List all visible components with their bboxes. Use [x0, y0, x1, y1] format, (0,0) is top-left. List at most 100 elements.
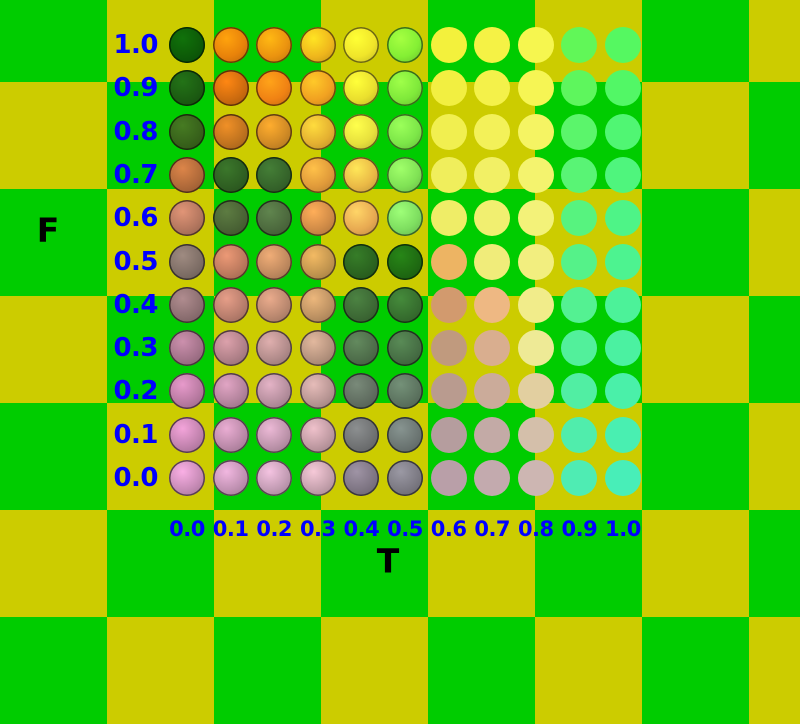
checker-cell	[107, 510, 214, 617]
scatter-marker	[387, 330, 423, 367]
checker-cell	[642, 0, 749, 82]
scatter-marker	[517, 460, 554, 496]
scatter-marker	[212, 156, 249, 193]
y-tick-label: 0.0	[113, 463, 158, 493]
scatter-marker	[387, 113, 423, 150]
scatter-marker	[169, 156, 205, 193]
scatter-marker	[517, 156, 554, 193]
scatter-marker	[343, 330, 380, 367]
scatter-marker	[387, 460, 423, 496]
y-tick-label: 0.3	[113, 333, 158, 364]
scatter-marker	[343, 460, 380, 496]
checker-cell	[535, 510, 642, 617]
scatter-marker	[517, 113, 554, 150]
checker-cell	[0, 0, 107, 82]
scatter-marker	[561, 373, 598, 410]
scatter-marker	[430, 27, 467, 63]
scatter-marker	[343, 27, 380, 63]
x-tick-label: 0.6	[430, 517, 467, 541]
checker-cell	[642, 403, 749, 510]
checker-cell	[428, 617, 535, 724]
scatter-marker	[561, 27, 598, 63]
scatter-marker	[605, 200, 641, 237]
scatter-marker	[256, 330, 293, 367]
scatter-marker	[256, 373, 293, 410]
checker-cell	[749, 82, 800, 189]
scatter-marker	[430, 460, 467, 496]
scatter-marker	[212, 330, 249, 367]
checker-cell	[642, 82, 749, 189]
scatter-marker	[561, 416, 598, 453]
y-tick-label: 0.6	[113, 203, 158, 234]
scatter-marker	[343, 416, 380, 453]
scatter-marker	[474, 243, 511, 280]
scatter-marker	[517, 70, 554, 107]
checker-cell	[214, 617, 321, 724]
checker-cell	[0, 617, 107, 724]
scatter-marker	[605, 373, 641, 410]
scatter-marker	[256, 286, 293, 323]
scatter-marker	[474, 70, 511, 107]
scatter-marker	[387, 156, 423, 193]
scatter-marker	[212, 373, 249, 410]
x-tick-label: 0.0	[169, 517, 205, 541]
x-tick-label: 0.8	[517, 517, 554, 541]
scatter-marker	[299, 113, 336, 150]
x-axis-title: T	[376, 541, 400, 581]
checker-cell	[535, 617, 642, 724]
x-tick-label: 0.7	[474, 517, 511, 541]
y-tick-label: 1.0	[113, 30, 158, 60]
checker-cell	[321, 510, 428, 617]
scatter-marker	[517, 200, 554, 237]
scatter-marker	[430, 70, 467, 107]
scatter-marker	[605, 70, 641, 107]
scatter-marker	[517, 27, 554, 63]
scatter-marker	[474, 330, 511, 367]
scatter-marker	[299, 416, 336, 453]
scatter-marker	[299, 330, 336, 367]
scatter-marker	[169, 416, 205, 453]
y-tick-label: 0.5	[113, 246, 158, 277]
checker-cell	[642, 296, 749, 403]
checker-cell	[749, 403, 800, 510]
scatter-marker	[474, 373, 511, 410]
scatter-marker	[169, 286, 205, 323]
checker-cell	[428, 510, 535, 617]
scatter-marker	[212, 113, 249, 150]
scatter-marker	[169, 27, 205, 63]
y-tick-label: 0.4	[113, 289, 158, 320]
scatter-marker	[343, 243, 380, 280]
checker-cell	[0, 82, 107, 189]
scatter-marker	[430, 286, 467, 323]
y-tick-label: 0.2	[113, 376, 158, 407]
scatter-marker	[430, 200, 467, 237]
checker-cell	[107, 617, 214, 724]
x-tick-label: 0.5	[387, 517, 423, 541]
checker-cell	[749, 296, 800, 403]
scatter-marker	[256, 243, 293, 280]
scatter-marker	[605, 113, 641, 150]
scatter-marker	[212, 70, 249, 107]
scatter-marker	[256, 27, 293, 63]
scatter-marker	[169, 330, 205, 367]
scatter-marker	[343, 373, 380, 410]
scatter-marker	[212, 416, 249, 453]
scatter-marker	[169, 200, 205, 237]
x-tick-label: 0.3	[299, 517, 336, 541]
scatter-marker	[430, 373, 467, 410]
scatter-marker	[561, 156, 598, 193]
scatter-marker	[256, 156, 293, 193]
scatter-marker	[605, 27, 641, 63]
scatter-marker	[299, 156, 336, 193]
scatter-marker	[474, 416, 511, 453]
scatter-marker	[430, 416, 467, 453]
scatter-marker	[212, 460, 249, 496]
scatter-marker	[212, 200, 249, 237]
x-tick-label: 1.0	[605, 517, 641, 541]
scatter-marker	[212, 27, 249, 63]
scatter-marker	[343, 286, 380, 323]
scatter-marker	[169, 70, 205, 107]
scatter-marker	[299, 460, 336, 496]
scatter-marker	[474, 200, 511, 237]
scatter-marker	[430, 113, 467, 150]
